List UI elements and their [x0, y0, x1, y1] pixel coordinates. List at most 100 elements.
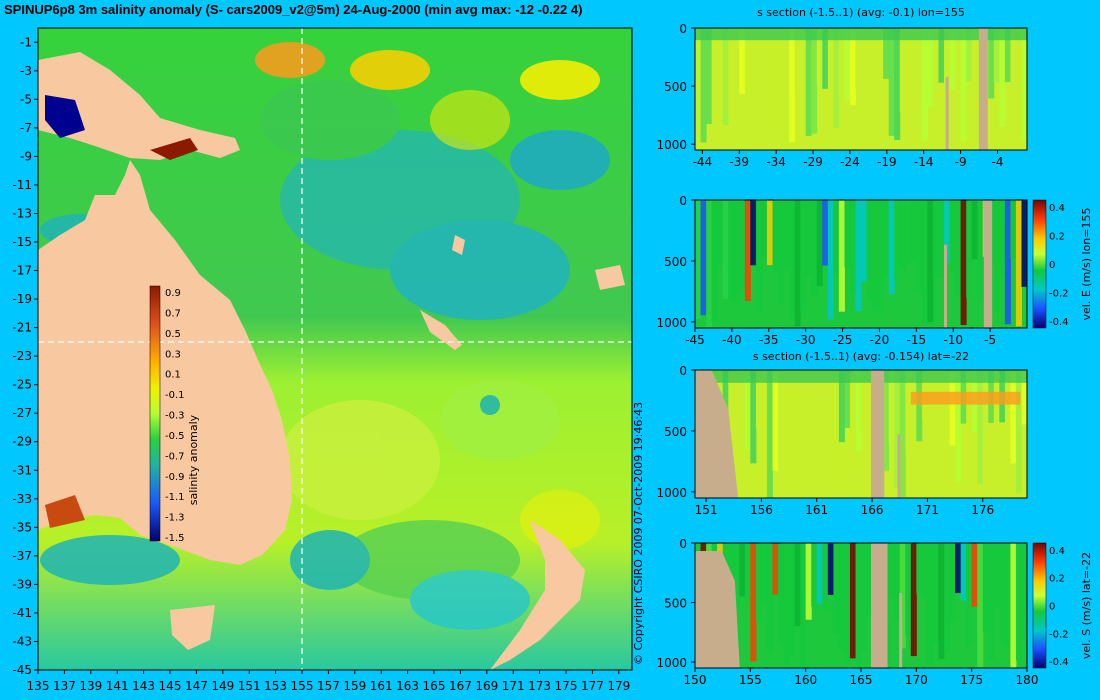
section-streak [783, 370, 790, 430]
section-streak [971, 28, 978, 82]
section-streak [932, 28, 939, 129]
section-streak [932, 543, 939, 644]
section-streak [977, 370, 984, 484]
section-streak [794, 200, 801, 327]
section-x-tick-label: -19 [877, 155, 897, 169]
section-x-tick-label: -10 [943, 333, 963, 347]
map-y-tick-label: -21 [12, 321, 32, 335]
map-y-tick-label: -45 [12, 663, 32, 677]
section-streak [872, 28, 879, 80]
velocity-colorbar-label: vel. E (m/s) lon=155 [1080, 208, 1093, 321]
section-streak [789, 543, 796, 658]
salinity-colorbar-ticks: 0.9 0.7 0.5 0.3 0.1 -0.1 -0.3 -0.5 -0.7 -0.9 -1.1 -… [165, 288, 185, 544]
section-streak [811, 543, 818, 607]
section-streak [805, 28, 812, 136]
section-streak [872, 200, 879, 310]
section-streak [1004, 543, 1011, 647]
map-x-tick-label: 177 [581, 679, 604, 693]
section-streak [1021, 200, 1028, 287]
section-land [983, 200, 993, 328]
section-streak [805, 370, 812, 486]
section-streak [772, 543, 779, 595]
map-frame [37, 27, 633, 671]
section-y-tick-label: 500 [664, 255, 687, 269]
map-x-tick-label: 143 [132, 679, 155, 693]
section-streak [888, 370, 895, 446]
section-streak [811, 370, 818, 451]
section-streak [750, 200, 757, 266]
section-streak [695, 28, 702, 95]
section-streak [744, 200, 751, 301]
section-streak [800, 370, 807, 452]
section-streak [883, 28, 890, 79]
section-streak [982, 543, 989, 632]
section-streak [960, 543, 967, 601]
section-streak [844, 200, 851, 268]
new-guinea-coast-anomaly [150, 138, 198, 160]
section-y-tick-label: 500 [664, 425, 687, 439]
salinity-map: 135 137 139 141 143 145 147 149 151 153 155 157 159 1… [12, 27, 633, 693]
map-y-tick-label: -31 [12, 463, 32, 477]
section-streak [899, 543, 906, 649]
section-streak [822, 28, 829, 89]
section-streak [1015, 28, 1022, 79]
map-y-tick-labels: -1 -3 -5 -7 -9 -11 -13 -15 -17 -19 -21 -23 -25 -27 -29… [12, 35, 38, 677]
section-streak [855, 370, 862, 451]
section-streak [888, 543, 895, 598]
map-y-tick-label: -13 [12, 206, 32, 220]
salinity-colorbar-tick-label: 0.1 [165, 370, 181, 381]
map-y-tick-label: -19 [12, 292, 32, 306]
section-streak [993, 28, 1000, 83]
section-streak [855, 28, 862, 90]
section-x-tick-label: 156 [750, 503, 773, 517]
section-streak [849, 28, 856, 106]
section-streak [927, 370, 934, 455]
map-y-tick-label: -17 [12, 264, 32, 278]
salinity-colorbar [149, 285, 161, 542]
section-streak [838, 200, 845, 312]
map-y-tick-label: -7 [20, 121, 32, 135]
map-y-tick-label: -5 [20, 92, 32, 106]
section-x-tick-label: -35 [759, 333, 779, 347]
section-x-tick-label: 151 [695, 503, 718, 517]
section-surface-layer [695, 28, 1027, 41]
section-streak [772, 28, 779, 143]
section-land [870, 543, 888, 668]
section-streak [789, 200, 796, 319]
section-streak [783, 200, 790, 270]
section-streak [827, 28, 834, 137]
map-x-tick-label: 157 [317, 679, 340, 693]
section-streak [861, 200, 868, 282]
section-streak [949, 28, 956, 90]
section-x-tick-label: -9 [955, 155, 967, 169]
section-streak [966, 543, 973, 646]
section-y-tick-label: 0 [679, 537, 687, 551]
section-streak [711, 28, 718, 127]
section-streak [938, 28, 945, 83]
section-streak [728, 28, 735, 118]
section-streak [822, 200, 829, 266]
section-streak [833, 543, 840, 634]
section-x-tick-label: -24 [840, 155, 860, 169]
section-streak [816, 370, 823, 483]
section-x-tick-label: 166 [861, 503, 884, 517]
section-streak [800, 543, 807, 668]
section-streak [910, 543, 917, 657]
section-streak [827, 370, 834, 495]
section-x-tick-label: 150 [684, 673, 707, 687]
section-streak [894, 200, 901, 280]
section-streak [766, 28, 773, 104]
section-streak [916, 370, 923, 442]
map-x-tick-label: 165 [423, 679, 446, 693]
section-streak [861, 370, 868, 428]
section-x-tick-label: -4 [992, 155, 1004, 169]
section-streak [938, 200, 945, 278]
section-x-tick-label: 155 [739, 673, 762, 687]
section-streak [728, 370, 735, 475]
map-x-tick-label: 149 [211, 679, 234, 693]
section-streak [993, 370, 1000, 459]
section-x-tick-label: -30 [796, 333, 816, 347]
section-streak [794, 370, 801, 476]
section-streak [822, 370, 829, 438]
section-x-tick-label: -34 [766, 155, 786, 169]
